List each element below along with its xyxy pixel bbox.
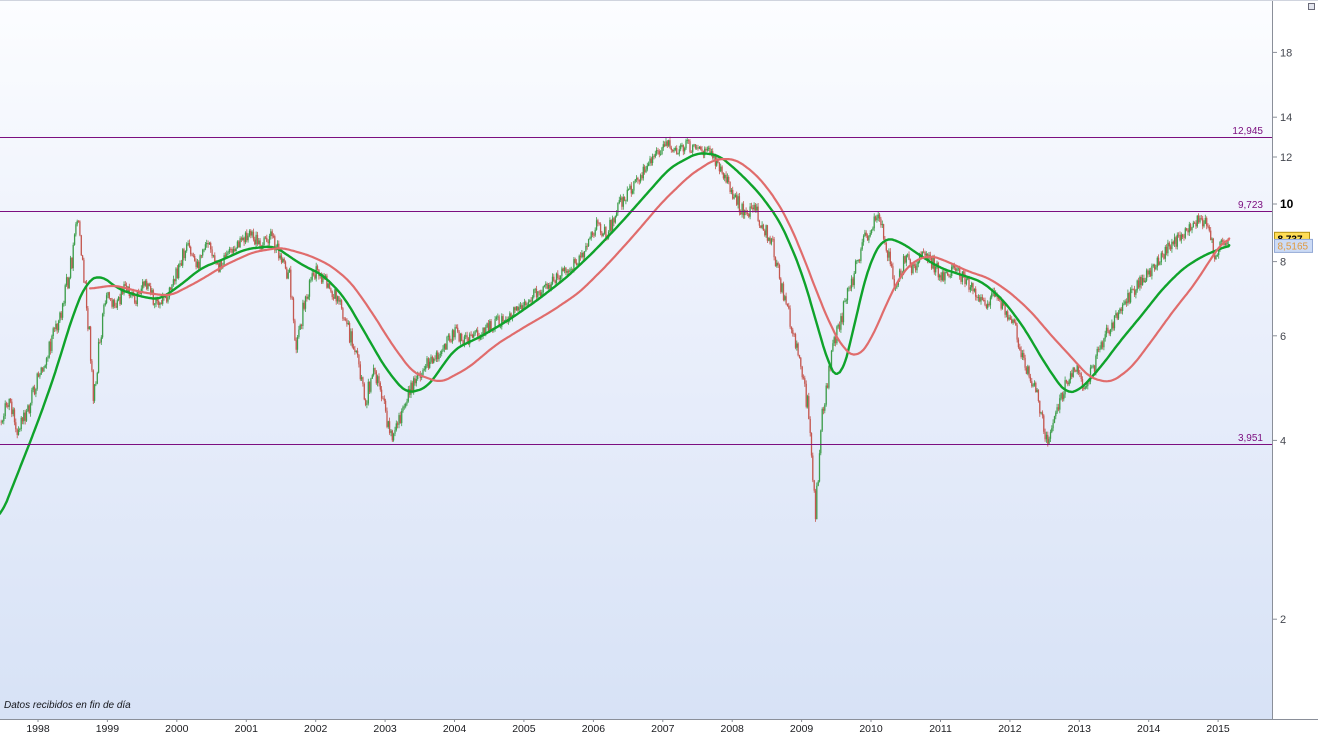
price-tick-label: 18 xyxy=(1280,47,1292,59)
price-tick-label: 8 xyxy=(1280,257,1286,269)
price-tick-label: 6 xyxy=(1280,331,1286,343)
plot-background[interactable] xyxy=(0,1,1272,719)
year-label: 2015 xyxy=(1206,723,1230,735)
year-label: 2009 xyxy=(790,723,814,735)
indicator-price-tag-label: 8,5165 xyxy=(1278,241,1309,252)
year-label: 2005 xyxy=(512,723,536,735)
price-tick-label: 12 xyxy=(1280,152,1292,164)
ma-line-green[interactable] xyxy=(0,152,1231,515)
indicator-price-tag xyxy=(1274,238,1313,253)
level-label: 12,945 xyxy=(1232,126,1263,137)
level-label: 3,951 xyxy=(1238,433,1263,444)
year-label: 2001 xyxy=(235,723,259,735)
year-label: 2003 xyxy=(373,723,397,735)
level-label: 9,723 xyxy=(1238,200,1263,211)
year-label: 2007 xyxy=(651,723,675,735)
year-label: 1998 xyxy=(26,723,50,735)
price-tick-label: 4 xyxy=(1280,435,1286,447)
year-label: 2006 xyxy=(582,723,606,735)
year-label: 2012 xyxy=(998,723,1022,735)
price-tick-label: 2 xyxy=(1280,614,1286,626)
year-label: 2010 xyxy=(859,723,883,735)
price-tags: 8,7378,5165 xyxy=(1274,231,1313,253)
year-label: 2013 xyxy=(1068,723,1092,735)
time-axis[interactable]: 1998 1999 2000 2001 2002 2003 2004 2005 2006 2007… xyxy=(26,719,1230,735)
year-label: 2000 xyxy=(165,723,189,735)
corner-scroll-button[interactable] xyxy=(1308,3,1315,10)
year-label: 2004 xyxy=(443,723,467,735)
year-label: 2011 xyxy=(929,723,952,735)
price-tick-label: 14 xyxy=(1280,112,1292,124)
year-label: 2014 xyxy=(1137,723,1161,735)
price-axis[interactable]: 18 14 12 10 8 6 4 2 xyxy=(1272,47,1294,626)
year-label: 1999 xyxy=(96,723,120,735)
year-label: 2008 xyxy=(721,723,745,735)
data-status-note: Datos recibidos en fin de día xyxy=(4,700,131,711)
price-tick-label: 10 xyxy=(1280,197,1294,211)
ma-line-red[interactable] xyxy=(88,158,1231,383)
year-label: 2002 xyxy=(304,723,328,735)
